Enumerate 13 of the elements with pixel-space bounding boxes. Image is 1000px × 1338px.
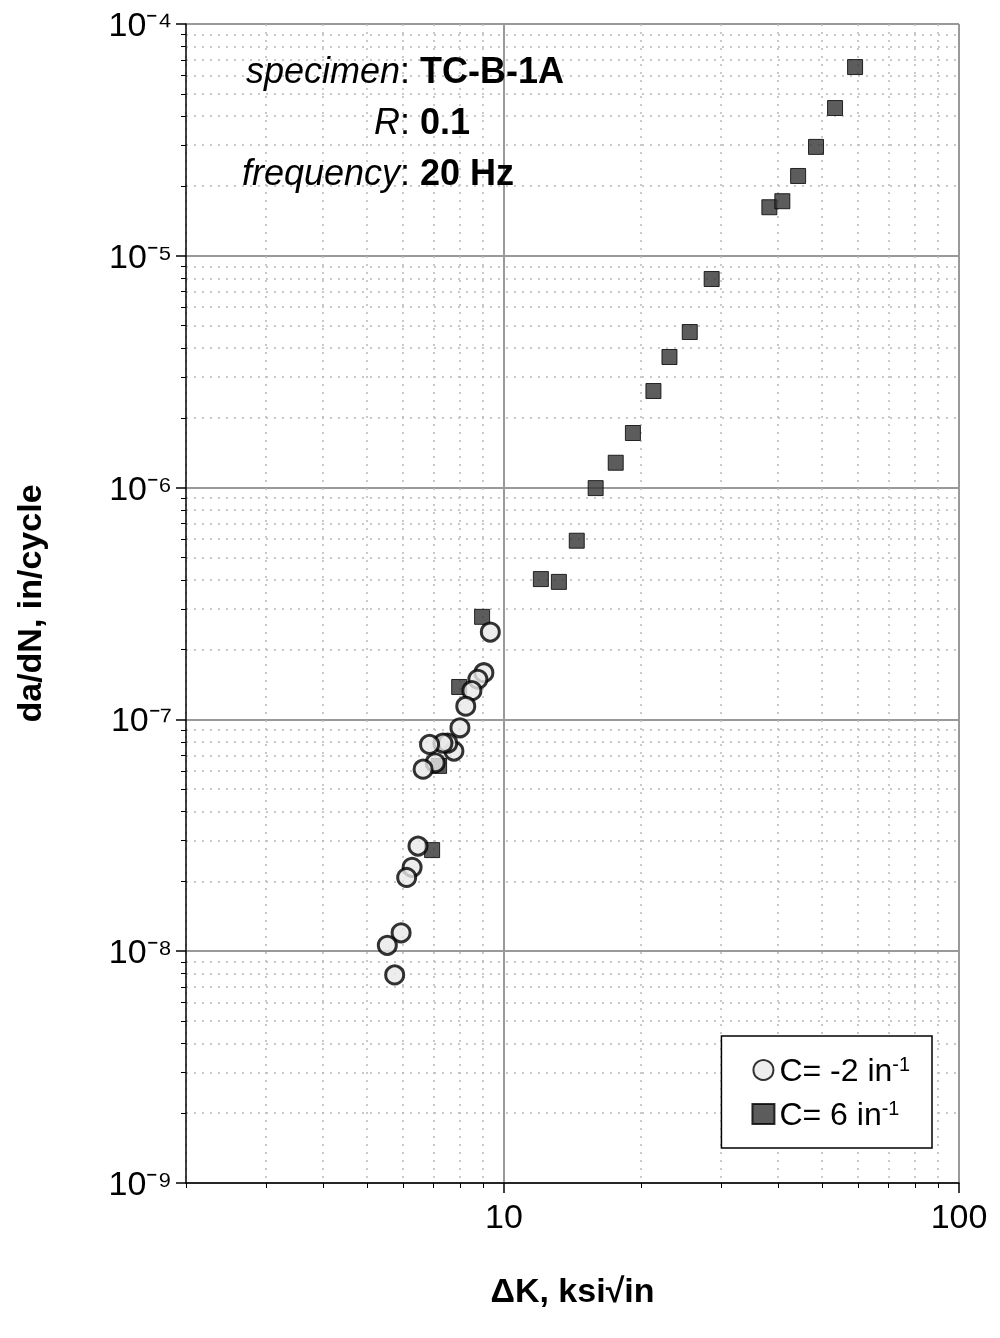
x-axis-title: ΔK, ksi√in: [490, 1271, 655, 1309]
y-tick-label: 10⁻⁷: [110, 700, 172, 739]
annotation: frequency: 20 Hz: [241, 151, 515, 193]
y-tick-label: 10⁻⁴: [108, 5, 172, 43]
x-tick-label: 10: [485, 1197, 523, 1235]
y-tick-label: 10⁻⁹: [108, 1164, 172, 1202]
y-tick-label: 10⁻⁶: [109, 468, 172, 507]
y-tick-label: 10⁻⁵: [109, 236, 172, 275]
y-axis-title: da/dN, in/cycle: [10, 484, 48, 723]
y-tick-label: 10⁻⁸: [108, 932, 172, 971]
x-tick-label: 100: [930, 1197, 988, 1235]
annotation: specimen: TC-B-1A: [245, 49, 564, 91]
annotation: R: 0.1: [374, 100, 471, 142]
